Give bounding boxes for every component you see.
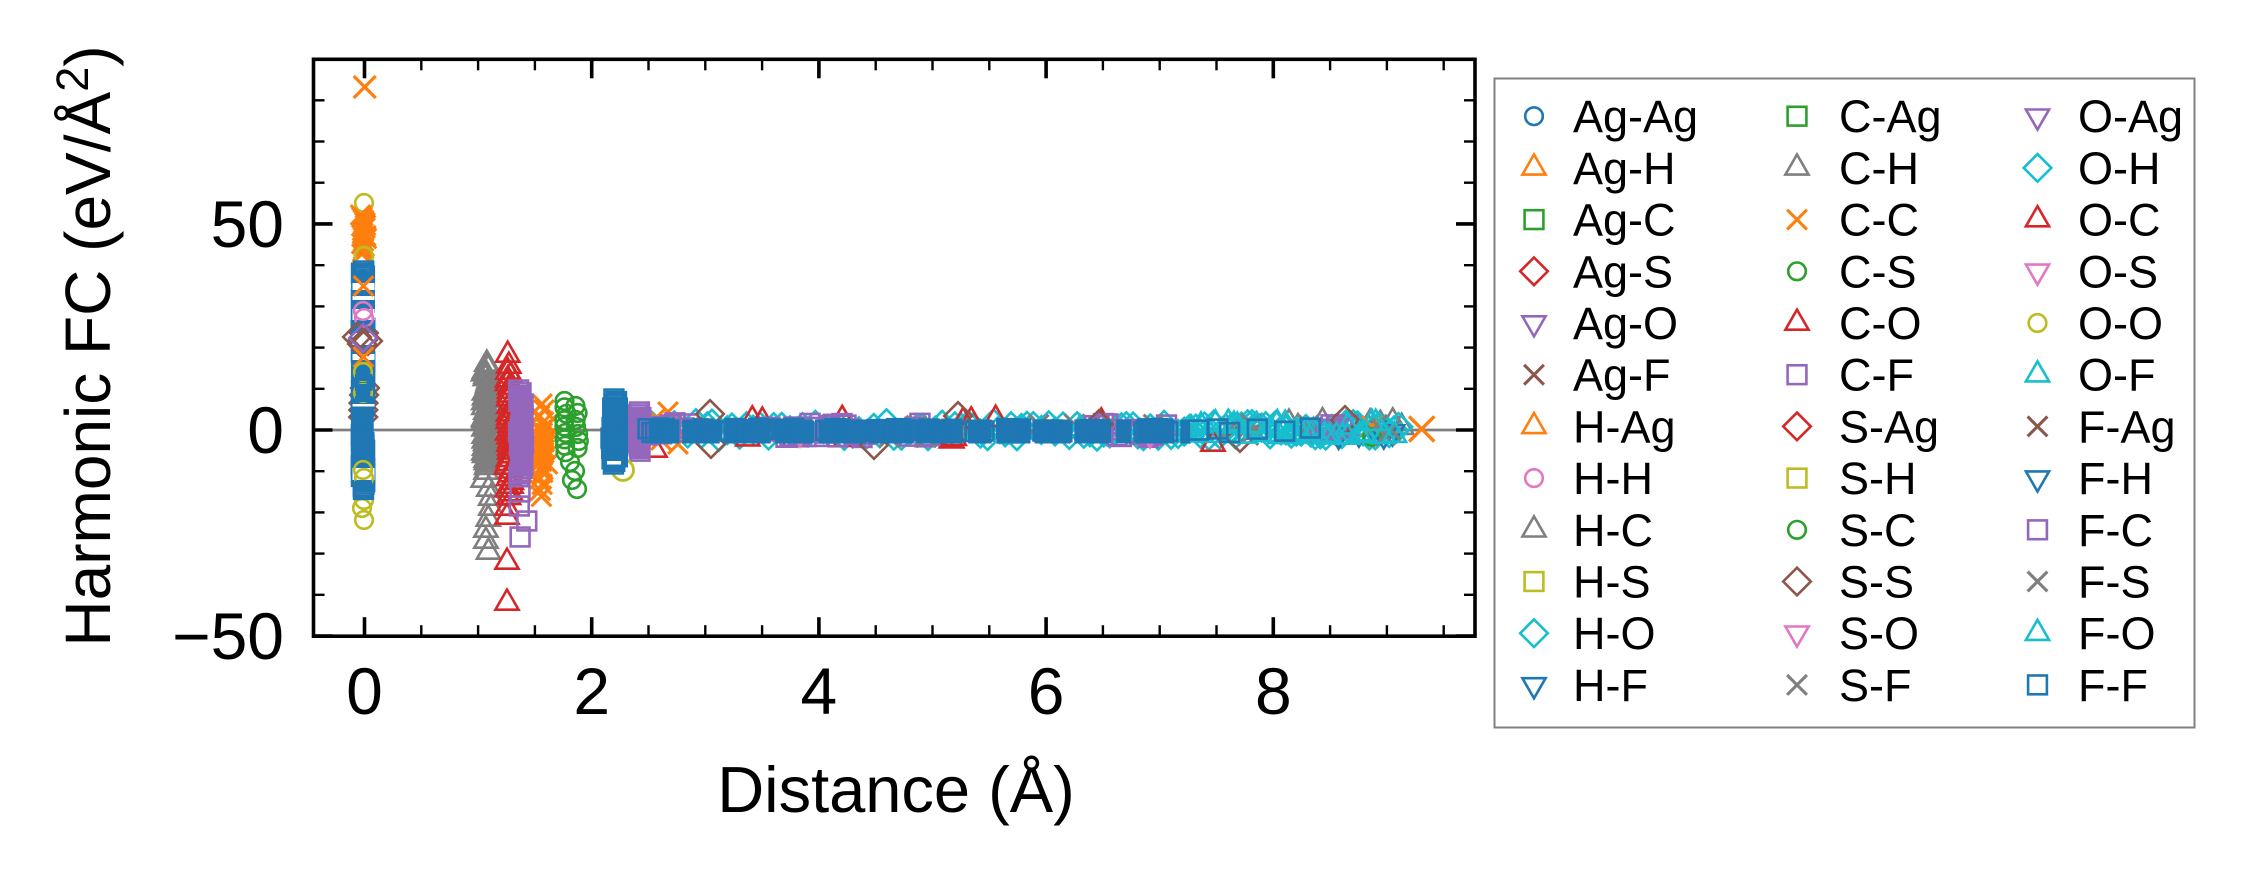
svg-text:S-Ag: S-Ag (1839, 401, 1939, 452)
svg-text:6: 6 (1028, 654, 1065, 728)
svg-text:Distance (Å): Distance (Å) (717, 753, 1075, 826)
svg-text:Ag-C: Ag-C (1573, 195, 1676, 246)
svg-text:O-F: O-F (2078, 350, 2155, 401)
svg-text:F-F: F-F (2078, 660, 2148, 711)
svg-text:F-S: F-S (2078, 557, 2151, 608)
svg-text:H-O: H-O (1573, 608, 1656, 659)
svg-text:O-C: O-C (2078, 195, 2161, 246)
svg-text:O-O: O-O (2078, 298, 2163, 349)
svg-text:S-H: S-H (1839, 453, 1917, 504)
svg-text:Ag-H: Ag-H (1573, 143, 1676, 194)
svg-text:O-S: O-S (2078, 246, 2158, 297)
svg-text:F-H: F-H (2078, 453, 2153, 504)
svg-text:F-O: F-O (2078, 608, 2155, 659)
svg-text:S-F: S-F (1839, 660, 1912, 711)
svg-text:H-F: H-F (1573, 660, 1648, 711)
svg-text:S-O: S-O (1839, 608, 1919, 659)
svg-text:S-C: S-C (1839, 505, 1917, 556)
svg-text:50: 50 (211, 187, 284, 261)
svg-text:C-S: C-S (1839, 246, 1917, 297)
svg-text:Ag-F: Ag-F (1573, 350, 1671, 401)
svg-text:S-S: S-S (1839, 557, 1914, 608)
svg-text:8: 8 (1255, 654, 1292, 728)
svg-text:H-H: H-H (1573, 453, 1653, 504)
svg-text:O-Ag: O-Ag (2078, 91, 2183, 142)
svg-text:2: 2 (573, 654, 610, 728)
svg-text:−50: −50 (172, 599, 284, 673)
svg-text:4: 4 (801, 654, 838, 728)
svg-text:C-H: C-H (1839, 143, 1919, 194)
svg-text:H-C: H-C (1573, 505, 1653, 556)
svg-text:H-Ag: H-Ag (1573, 401, 1676, 452)
svg-text:F-Ag: F-Ag (2078, 401, 2176, 452)
svg-text:Ag-S: Ag-S (1573, 246, 1673, 297)
svg-text:O-H: O-H (2078, 143, 2161, 194)
svg-text:C-F: C-F (1839, 350, 1914, 401)
svg-text:C-O: C-O (1839, 298, 1922, 349)
svg-text:Harmonic FC (eV/Å2): Harmonic FC (eV/Å2) (47, 45, 124, 646)
svg-text:H-S: H-S (1573, 557, 1651, 608)
svg-text:C-C: C-C (1839, 195, 1919, 246)
svg-text:F-C: F-C (2078, 505, 2153, 556)
svg-text:C-Ag: C-Ag (1839, 91, 1942, 142)
svg-text:0: 0 (346, 654, 383, 728)
svg-text:Ag-Ag: Ag-Ag (1573, 91, 1698, 142)
svg-text:Ag-O: Ag-O (1573, 298, 1678, 349)
svg-text:0: 0 (247, 393, 284, 467)
